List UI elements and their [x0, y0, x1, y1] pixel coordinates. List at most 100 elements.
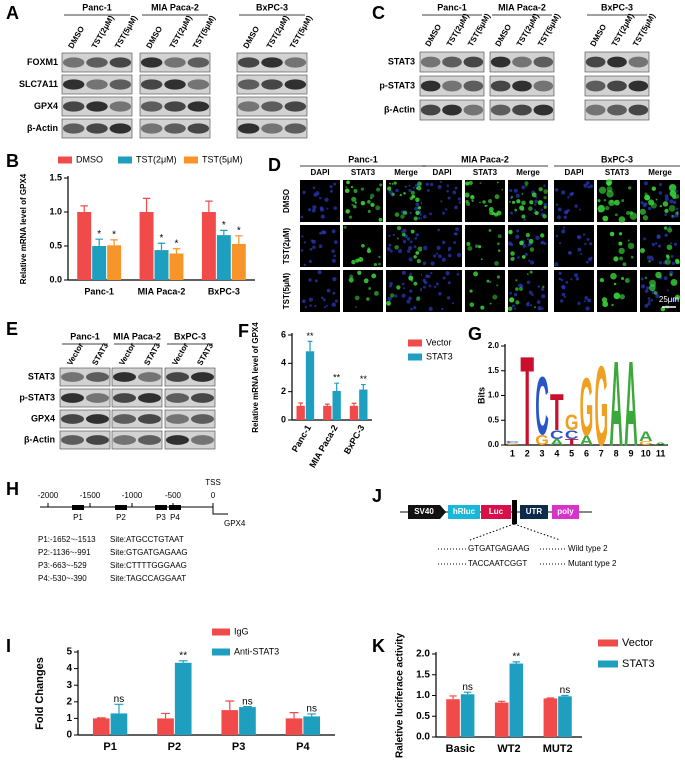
blot-band: [138, 435, 161, 445]
stat3-signal: [609, 231, 615, 237]
bar: [216, 235, 231, 280]
x-tick-label: Basic: [446, 743, 475, 755]
y-tick-label: 0.0: [488, 440, 500, 449]
stat3-signal: [486, 279, 490, 283]
nucleus: [643, 181, 648, 186]
stat3-signal: [501, 188, 504, 191]
panel-label: B: [6, 151, 19, 171]
nucleus: [430, 272, 433, 275]
blot-band: [113, 435, 136, 445]
nucleus: [447, 196, 451, 200]
stat3-signal: [373, 262, 378, 267]
nucleus: [528, 259, 531, 262]
blot-band: [628, 56, 649, 68]
blot-band: [62, 123, 85, 134]
nucleus: [326, 289, 329, 292]
nucleus: [422, 214, 427, 219]
stat3-signal: [521, 214, 526, 219]
nucleus: [585, 306, 590, 311]
logo-letter: C: [535, 359, 549, 452]
nucleus: [563, 210, 569, 215]
stat3-signal: [389, 182, 391, 185]
nucleus: [543, 202, 548, 207]
nucleus: [672, 200, 677, 205]
y-axis-label: Fold Changes: [34, 657, 46, 730]
significance-label: *: [160, 233, 164, 244]
y-axis-label: Relative mRNA level of GPX4: [19, 173, 28, 284]
nucleus: [658, 191, 663, 195]
legend-label: Vector: [622, 637, 654, 649]
blot-band: [187, 79, 210, 90]
lane-label: Vector: [65, 341, 85, 367]
stat3-signal: [370, 193, 375, 198]
lane-label: DMSO: [144, 25, 164, 50]
stat3-signal: [613, 199, 620, 206]
nucleus: [397, 249, 403, 254]
stat3-signal: [618, 241, 623, 246]
nucleus: [656, 234, 661, 239]
lane-label: STAT3: [90, 341, 110, 367]
y-tick-label: 1.5: [49, 172, 62, 182]
nucleus: [417, 217, 421, 220]
stat3-signal: [348, 277, 354, 283]
nucleus: [402, 240, 407, 244]
blot-band: [628, 104, 649, 116]
stat3-signal: [360, 200, 366, 206]
legend-swatch: [212, 628, 230, 636]
x-tick-label: 11: [656, 448, 666, 458]
element-label: SV40: [414, 507, 434, 516]
logo-letter: T: [520, 330, 534, 472]
nucleus: [401, 282, 405, 286]
nucleus: [456, 272, 460, 276]
legend-swatch: [598, 660, 618, 668]
significance-label: ns: [242, 696, 253, 707]
stat3-signal: [675, 212, 678, 214]
nucleus: [452, 190, 457, 195]
stat3-signal: [653, 291, 658, 295]
blot-band: [607, 56, 627, 68]
nucleus: [527, 237, 530, 241]
stat3-signal: [468, 180, 473, 186]
stat3-signal: [351, 196, 357, 202]
promoter-box: [169, 505, 181, 510]
significance-label: ns: [560, 685, 571, 696]
legend-swatch: [58, 156, 72, 164]
x-tick-label: 8: [614, 448, 619, 458]
nucleus: [408, 184, 411, 187]
nucleus: [523, 218, 527, 221]
bar: [323, 405, 332, 420]
stat3-signal: [370, 202, 375, 207]
stat3-signal: [664, 258, 671, 265]
blot-band: [109, 123, 132, 134]
nucleus: [522, 244, 527, 248]
blot-band: [512, 56, 532, 68]
stat3-signal: [614, 213, 618, 217]
significance-label: **: [512, 652, 520, 663]
panel-label: D: [268, 155, 281, 175]
logo-letter: A: [550, 438, 564, 447]
nucleus: [574, 273, 579, 278]
nucleus: [557, 215, 561, 220]
bar: [509, 663, 524, 737]
nucleus: [406, 249, 411, 253]
stat3-signal: [496, 284, 499, 287]
stat3-signal: [396, 237, 399, 240]
error-bar: [289, 711, 299, 719]
stat3-signal: [597, 199, 601, 203]
error-bar: [334, 382, 339, 391]
group-label: BxPC-3: [601, 154, 633, 164]
stat3-signal: [396, 285, 401, 290]
stat3-signal: [469, 302, 475, 307]
blot-band: [113, 393, 136, 403]
error-bar: [114, 703, 124, 714]
stat3-signal: [474, 244, 479, 248]
nucleus: [586, 237, 590, 241]
bar: [107, 245, 122, 280]
nucleus: [537, 285, 540, 288]
stat3-signal: [645, 196, 650, 201]
stat3-signal: [389, 293, 395, 298]
y-tick-label: 6: [281, 329, 286, 339]
blot-band: [86, 57, 108, 68]
legend-swatch: [212, 648, 230, 656]
